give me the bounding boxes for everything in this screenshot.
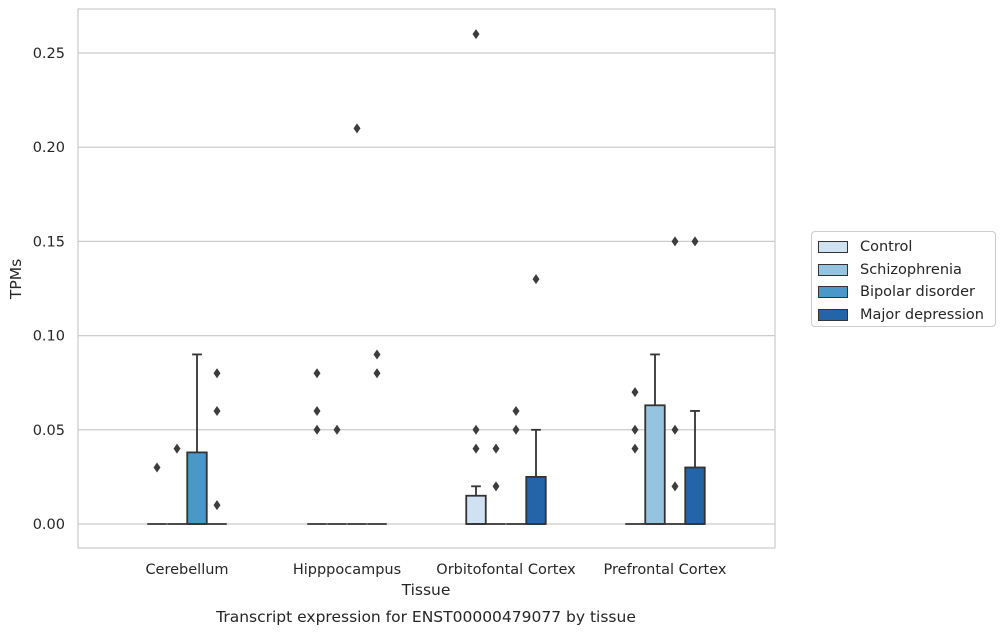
chart-title: Transcript expression for ENST0000047907… xyxy=(215,608,636,626)
y-axis-title: TPMs xyxy=(7,259,25,300)
outlier-point xyxy=(472,29,480,40)
x-tick-label: Cerebellum xyxy=(145,562,228,578)
outlier-point xyxy=(333,424,341,435)
outlier-point xyxy=(532,274,540,285)
box-layer xyxy=(147,353,706,525)
box-0-2 xyxy=(465,485,487,525)
outlier-point xyxy=(373,349,381,360)
x-tick-label: Orbitofontal Cortex xyxy=(436,562,576,578)
outlier-point xyxy=(631,387,639,398)
y-tick-label: 0.25 xyxy=(33,46,65,62)
outlier-point xyxy=(313,368,321,379)
outlier-point xyxy=(671,236,679,247)
legend-item: Control xyxy=(818,236,989,259)
outlier-point xyxy=(492,481,500,492)
outlier-point xyxy=(472,443,480,454)
box-body xyxy=(465,494,487,525)
outlier-point xyxy=(373,368,381,379)
grid-layer xyxy=(78,52,775,525)
x-tick-label: Prefrontal Cortex xyxy=(604,562,727,578)
x-axis-title: Tissue xyxy=(401,581,451,599)
outlier-point xyxy=(472,424,480,435)
outlier-point xyxy=(353,123,361,134)
box-body xyxy=(525,475,547,525)
legend-label: Schizophrenia xyxy=(860,261,962,278)
outlier-point xyxy=(512,405,520,416)
legend: Control Schizophrenia Bipolar disorder Majo… xyxy=(811,231,996,327)
outlier-point xyxy=(213,405,221,416)
x-tick-label: Hipppocampus xyxy=(293,562,401,578)
legend-swatch xyxy=(818,263,848,276)
outlier-point xyxy=(153,462,161,473)
y-tick-label: 0.00 xyxy=(33,517,65,533)
outlier-point xyxy=(691,236,699,247)
x-tick-labels: Cerebellum Hipppocampus Orbitofontal Corte… xyxy=(145,562,726,578)
legend-item: Bipolar disorder xyxy=(818,281,989,304)
legend-label: Control xyxy=(860,239,913,256)
outlier-point xyxy=(671,424,679,435)
box-3-2 xyxy=(525,428,547,525)
legend-swatch xyxy=(818,308,848,321)
box-body xyxy=(684,466,706,525)
y-tick-label: 0.20 xyxy=(33,140,65,156)
outlier-point xyxy=(313,405,321,416)
box-body xyxy=(186,451,208,525)
box-3-3 xyxy=(684,410,706,525)
box-1-3 xyxy=(644,353,666,525)
y-tick-label: 0.05 xyxy=(33,423,65,439)
y-tick-label: 0.10 xyxy=(33,329,65,345)
outlier-point xyxy=(213,368,221,379)
outlier-point xyxy=(631,443,639,454)
box-body xyxy=(644,404,666,525)
outlier-point xyxy=(213,500,221,511)
outlier-point xyxy=(512,424,520,435)
y-tick-labels: 0.00 0.05 0.10 0.15 0.20 0.25 xyxy=(33,46,65,533)
outlier-point xyxy=(671,481,679,492)
plot-frame xyxy=(77,8,776,549)
outlier-point xyxy=(173,443,181,454)
outlier-point xyxy=(631,424,639,435)
legend-swatch xyxy=(818,286,848,299)
legend-swatch xyxy=(818,241,848,254)
y-tick-label: 0.15 xyxy=(33,234,65,250)
outlier-point xyxy=(492,443,500,454)
box-2-0 xyxy=(186,353,208,525)
legend-label: Bipolar disorder xyxy=(860,284,975,301)
legend-label: Major depression xyxy=(860,306,984,323)
legend-item: Schizophrenia xyxy=(818,259,989,282)
outlier-point xyxy=(313,424,321,435)
legend-item: Major depression xyxy=(818,304,989,327)
flier-layer xyxy=(153,29,699,511)
